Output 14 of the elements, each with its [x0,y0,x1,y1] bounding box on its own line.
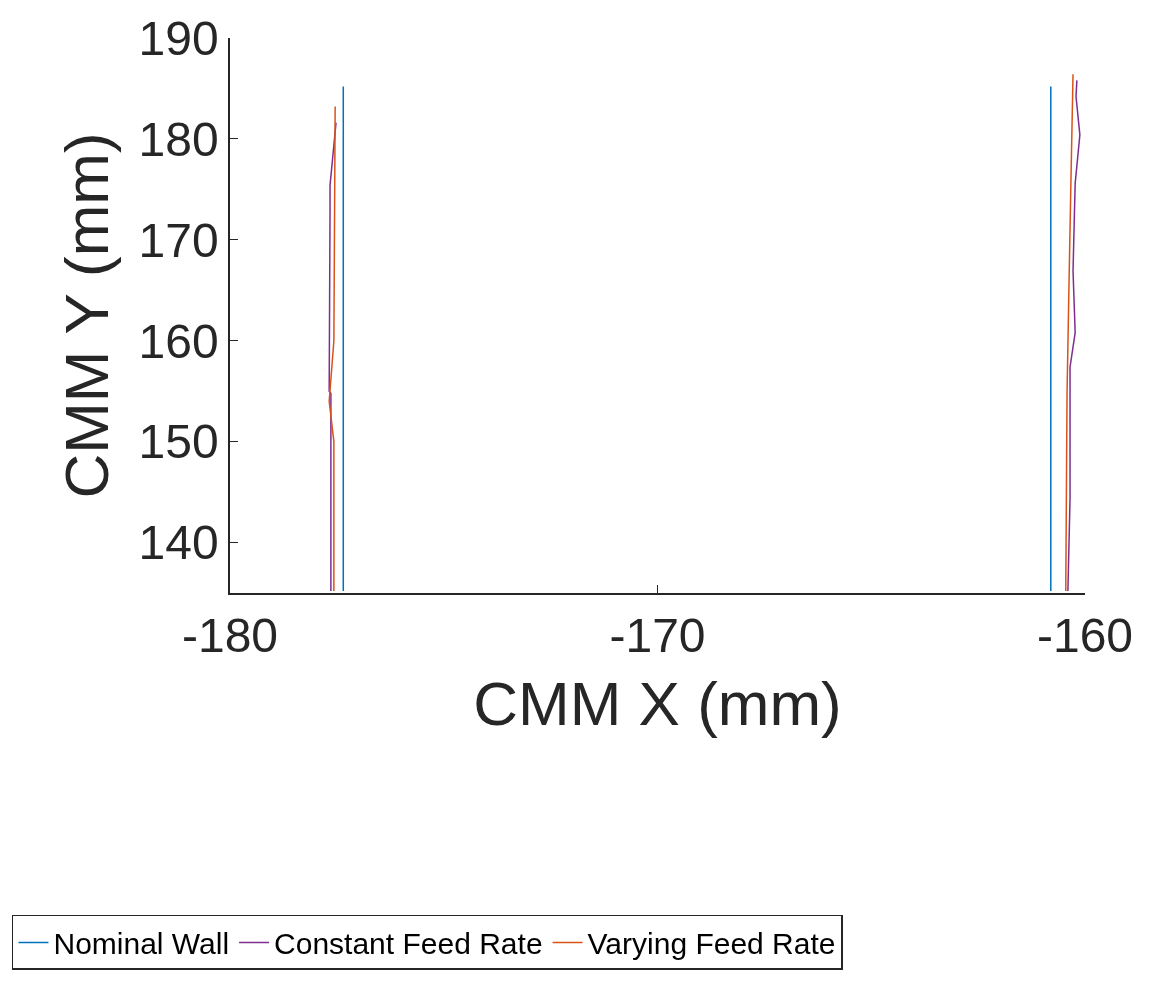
y-tick-label: 170 [138,213,219,267]
y-tick-label: 160 [138,314,219,368]
x-axis-title: CMM X (mm) [473,668,842,738]
y-tick-label: 150 [138,415,219,469]
y-tick-label: 190 [138,11,219,65]
legend-label: Nominal Wall [53,927,230,961]
x-tick-label: -170 [609,609,706,663]
y-tick-label: 140 [138,516,219,570]
legend-label: Constant Feed Rate [274,927,543,961]
y-tick-label: 180 [138,112,219,166]
x-tick-label: -160 [1036,609,1134,663]
legend-label: Varying Feed Rate [587,927,836,961]
y-axis-title: CMM Y (mm) [51,132,121,499]
x-tick-label: -180 [181,609,279,663]
